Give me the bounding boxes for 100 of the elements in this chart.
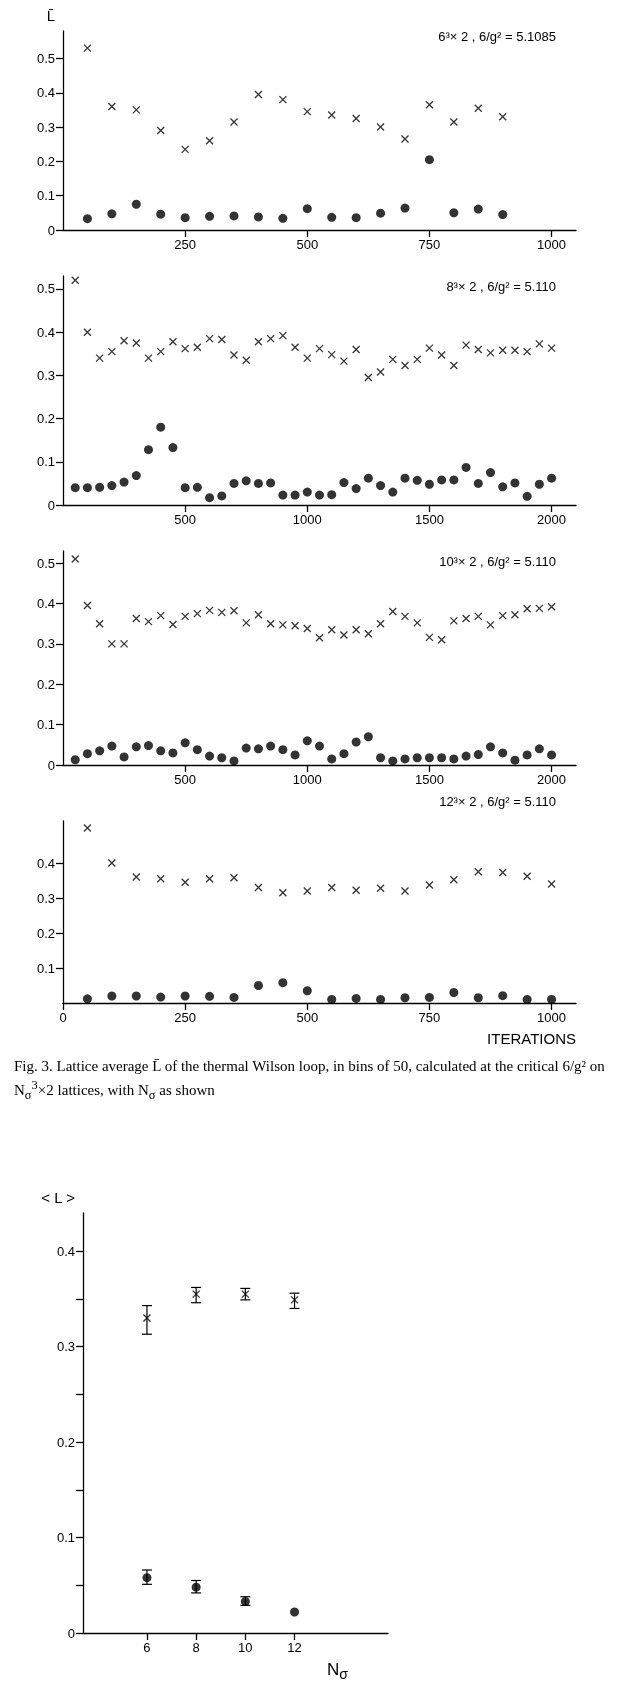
y-tick-label: 0.3 bbox=[56, 1338, 75, 1354]
point bbox=[205, 211, 215, 221]
x-tick-label: 2000 bbox=[537, 512, 567, 527]
text: 12³× 2 , 6/g² = 5.110 bbox=[439, 794, 556, 809]
point bbox=[449, 875, 459, 884]
point bbox=[315, 741, 324, 751]
point bbox=[510, 346, 520, 355]
point bbox=[205, 751, 215, 761]
point bbox=[425, 100, 434, 109]
point bbox=[498, 210, 508, 220]
x-tick-label: 6 bbox=[143, 1639, 151, 1655]
point bbox=[131, 991, 141, 1001]
point bbox=[253, 981, 263, 990]
point bbox=[486, 468, 495, 478]
point bbox=[205, 606, 214, 615]
point bbox=[474, 345, 483, 354]
point bbox=[205, 991, 215, 1001]
point bbox=[437, 350, 446, 360]
point bbox=[388, 756, 398, 766]
point bbox=[302, 986, 312, 996]
point bbox=[535, 604, 544, 613]
point bbox=[425, 344, 434, 353]
point bbox=[535, 339, 544, 348]
point bbox=[327, 212, 337, 222]
point bbox=[363, 732, 373, 742]
point bbox=[461, 462, 471, 472]
x-tick-label: 1000 bbox=[537, 237, 567, 252]
point bbox=[400, 203, 410, 213]
point bbox=[83, 328, 92, 337]
point bbox=[180, 213, 190, 223]
point bbox=[461, 751, 471, 761]
point bbox=[522, 604, 532, 613]
point bbox=[217, 608, 226, 617]
point bbox=[351, 886, 361, 895]
point bbox=[486, 620, 495, 630]
point bbox=[547, 750, 557, 760]
point bbox=[217, 753, 227, 763]
point bbox=[254, 883, 263, 892]
point bbox=[192, 1289, 201, 1299]
point bbox=[180, 483, 190, 493]
point bbox=[315, 633, 324, 642]
point bbox=[474, 612, 483, 621]
x-tick-label: 1000 bbox=[537, 1010, 567, 1025]
annotation: 8³× 2 , 6/g² = 5.110 bbox=[446, 279, 557, 294]
point bbox=[290, 621, 300, 630]
point bbox=[424, 992, 434, 1002]
y-tick-label: 0.2 bbox=[36, 676, 55, 692]
point bbox=[437, 635, 446, 644]
point bbox=[229, 478, 239, 488]
point bbox=[131, 742, 141, 752]
point bbox=[413, 618, 422, 628]
annotation: 6³× 2 , 6/g² = 5.1085 bbox=[438, 29, 557, 44]
point bbox=[278, 331, 288, 340]
point bbox=[217, 335, 226, 344]
point bbox=[376, 995, 386, 1004]
point bbox=[180, 145, 190, 154]
point bbox=[278, 213, 288, 223]
point bbox=[278, 95, 288, 104]
point bbox=[522, 491, 532, 501]
point bbox=[351, 345, 361, 354]
point bbox=[205, 874, 214, 883]
point bbox=[229, 606, 239, 615]
y-tick-label: 0.1 bbox=[56, 1529, 75, 1545]
point bbox=[229, 992, 239, 1002]
point bbox=[547, 879, 556, 889]
point bbox=[205, 493, 215, 503]
y-axis-title: < L > bbox=[41, 1188, 76, 1206]
point bbox=[254, 90, 263, 99]
point bbox=[83, 823, 92, 833]
point bbox=[376, 753, 386, 763]
point bbox=[376, 367, 385, 377]
point bbox=[278, 490, 288, 500]
point bbox=[278, 978, 288, 988]
y-tick-label: 0 bbox=[67, 1625, 75, 1641]
point bbox=[400, 134, 410, 144]
point bbox=[302, 736, 312, 746]
point bbox=[327, 350, 336, 359]
point bbox=[82, 214, 92, 224]
point bbox=[498, 112, 507, 121]
point bbox=[522, 750, 532, 760]
y-tick-label: 0.4 bbox=[36, 855, 55, 871]
point bbox=[364, 629, 373, 638]
point bbox=[376, 481, 386, 491]
point bbox=[266, 478, 276, 488]
point bbox=[327, 110, 336, 120]
point bbox=[168, 337, 178, 346]
point bbox=[180, 991, 190, 1001]
point bbox=[425, 880, 434, 890]
point bbox=[303, 353, 312, 363]
point bbox=[266, 619, 275, 628]
y-tick-label: 0.1 bbox=[36, 188, 55, 204]
point bbox=[242, 356, 251, 365]
point bbox=[156, 209, 166, 219]
point bbox=[400, 754, 410, 764]
point bbox=[388, 355, 397, 364]
point bbox=[449, 988, 459, 997]
point bbox=[254, 610, 263, 619]
point bbox=[253, 478, 263, 488]
point bbox=[132, 614, 141, 623]
point bbox=[241, 743, 251, 753]
